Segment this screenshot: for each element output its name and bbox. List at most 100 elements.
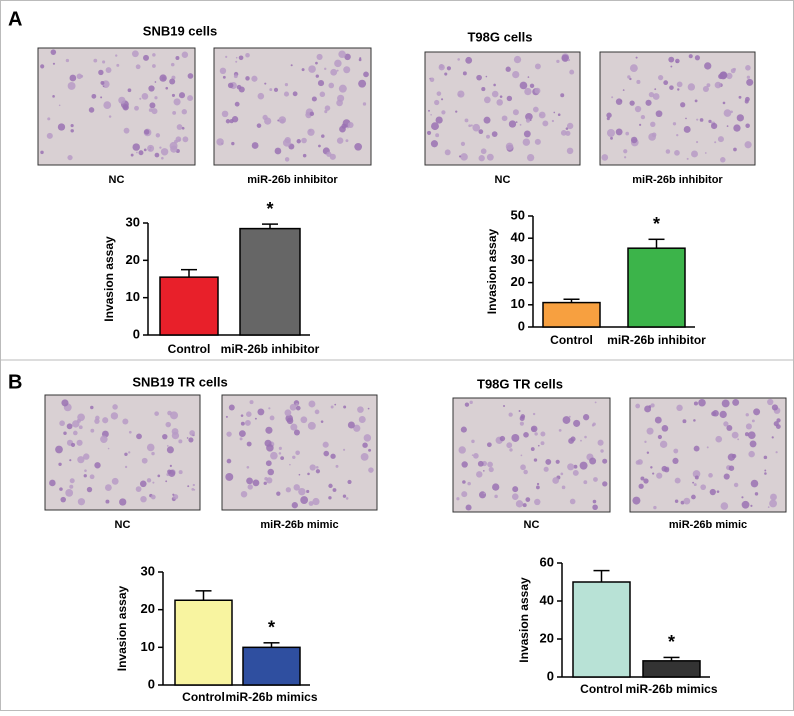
cell bbox=[456, 497, 460, 501]
cell bbox=[775, 451, 778, 454]
cell bbox=[532, 412, 536, 416]
cell bbox=[715, 435, 723, 443]
cell bbox=[593, 477, 598, 482]
cell bbox=[324, 105, 331, 111]
cell bbox=[128, 451, 131, 454]
cell bbox=[597, 439, 604, 446]
cell bbox=[736, 114, 744, 122]
cell bbox=[746, 78, 754, 86]
cell bbox=[316, 53, 323, 61]
cell bbox=[650, 121, 656, 127]
cell bbox=[481, 87, 486, 92]
cell bbox=[65, 488, 74, 497]
cell bbox=[744, 99, 749, 104]
cell bbox=[460, 426, 467, 433]
cell bbox=[458, 155, 462, 158]
cell bbox=[278, 116, 287, 124]
cell bbox=[731, 431, 739, 439]
cell bbox=[225, 119, 231, 124]
y-tick-label: 30 bbox=[511, 252, 525, 267]
cell bbox=[674, 499, 679, 504]
cell bbox=[317, 80, 325, 87]
cell bbox=[172, 494, 179, 500]
cell bbox=[525, 497, 531, 502]
cell bbox=[562, 416, 571, 424]
cell bbox=[152, 64, 156, 68]
cell bbox=[55, 445, 63, 454]
cell bbox=[691, 494, 696, 500]
cell bbox=[439, 63, 444, 69]
cell bbox=[315, 469, 321, 474]
significance-mark: * bbox=[266, 199, 273, 219]
cell bbox=[558, 429, 562, 432]
cell bbox=[566, 147, 574, 155]
cell bbox=[110, 412, 119, 420]
cell bbox=[525, 118, 531, 123]
cell bbox=[286, 417, 294, 425]
cell bbox=[70, 123, 74, 128]
cell bbox=[646, 427, 654, 435]
cell bbox=[363, 434, 372, 442]
cell bbox=[535, 485, 540, 490]
cell bbox=[648, 91, 655, 98]
cell bbox=[143, 54, 149, 61]
cell bbox=[339, 125, 346, 133]
cell bbox=[480, 148, 487, 155]
cell bbox=[238, 55, 244, 61]
cell bbox=[532, 106, 539, 113]
cell bbox=[693, 401, 698, 406]
cell bbox=[169, 141, 178, 150]
cell bbox=[141, 92, 149, 100]
cell bbox=[160, 148, 169, 156]
cell bbox=[767, 506, 770, 508]
x-tick-label: Control bbox=[550, 333, 593, 347]
cell bbox=[696, 118, 699, 121]
cell bbox=[533, 458, 538, 462]
group-title: T98G cells bbox=[467, 29, 532, 44]
cell bbox=[284, 157, 290, 162]
cell bbox=[638, 483, 644, 489]
cell bbox=[436, 91, 442, 96]
cell bbox=[136, 151, 138, 154]
cell bbox=[171, 428, 179, 435]
cell bbox=[273, 87, 279, 92]
cell bbox=[714, 81, 722, 89]
cell bbox=[345, 497, 349, 500]
cell bbox=[730, 68, 736, 74]
y-tick-label: 60 bbox=[540, 554, 554, 569]
cell bbox=[102, 417, 109, 424]
cell bbox=[730, 110, 733, 114]
x-tick-label: Control bbox=[168, 342, 211, 356]
cell bbox=[619, 99, 623, 102]
cell bbox=[90, 405, 94, 410]
cell bbox=[246, 411, 252, 417]
cell bbox=[444, 149, 451, 156]
cell bbox=[368, 467, 374, 473]
cell bbox=[467, 481, 471, 486]
x-tick-label: miR-26b inhibitor bbox=[607, 333, 706, 347]
cell bbox=[625, 131, 630, 136]
cell bbox=[174, 139, 178, 144]
cell bbox=[582, 414, 590, 421]
cell bbox=[657, 75, 664, 81]
cell bbox=[189, 430, 195, 436]
cell bbox=[561, 54, 569, 62]
cell bbox=[336, 69, 339, 72]
cell bbox=[295, 405, 301, 411]
y-tick-label: 50 bbox=[511, 207, 525, 222]
cell bbox=[172, 493, 175, 496]
cell bbox=[515, 121, 518, 124]
cell bbox=[476, 471, 483, 478]
cell bbox=[227, 82, 234, 89]
x-tick-label: miR-26b inhibitor bbox=[221, 342, 320, 356]
cell bbox=[520, 454, 523, 457]
cell bbox=[728, 465, 735, 471]
cell bbox=[244, 419, 251, 426]
cell bbox=[105, 67, 112, 74]
cell bbox=[629, 64, 638, 73]
cell bbox=[478, 155, 485, 162]
cell bbox=[347, 479, 352, 485]
cell bbox=[311, 96, 317, 102]
cell bbox=[155, 133, 161, 138]
